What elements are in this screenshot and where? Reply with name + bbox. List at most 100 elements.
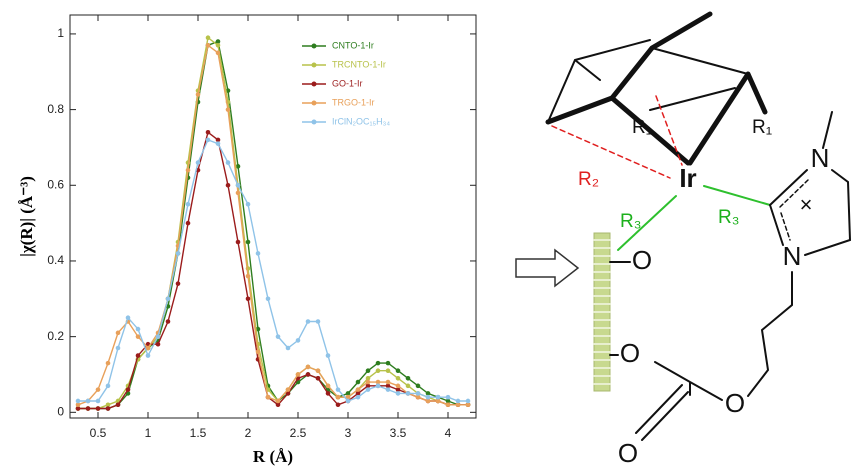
point [236, 183, 241, 188]
point [116, 331, 121, 336]
point [116, 402, 121, 407]
legend-marker [312, 82, 317, 87]
point [216, 43, 221, 48]
point [326, 391, 331, 396]
point [206, 138, 211, 143]
point [406, 391, 411, 396]
point [196, 92, 201, 97]
x-tick-label: 0.5 [90, 426, 107, 440]
point [96, 387, 101, 392]
series-line [78, 42, 468, 409]
point [336, 387, 341, 392]
point [286, 387, 291, 392]
chart: 00.20.40.60.810.511.522.533.54R (Å)|χ(R)… [17, 15, 476, 466]
y-tick-label: 0.2 [47, 329, 64, 343]
point [416, 391, 421, 396]
point [366, 380, 371, 385]
y-tick-label: 0.4 [47, 253, 64, 267]
interaction [552, 96, 682, 178]
y-tick-label: 0 [57, 404, 64, 418]
point [316, 368, 321, 373]
diagram: Ir N N × O O O O R₁ R₁ R₂ R₃ R₃ [516, 14, 850, 468]
point [306, 372, 311, 377]
point [86, 406, 91, 411]
point [266, 395, 271, 400]
legend-label: TRGO-1-Ir [332, 97, 375, 107]
atom: O [632, 245, 652, 275]
atom: O [725, 388, 745, 418]
legend-label: IrClN₂OC₁₅H₃₄ [332, 116, 390, 126]
point [226, 107, 231, 112]
y-tick-label: 1 [57, 26, 64, 40]
distance-label: R₂ [578, 169, 599, 190]
y-axis-label: |χ(R)| (Å⁻³) [17, 176, 36, 257]
point [266, 297, 271, 302]
point [96, 399, 101, 404]
distance-label: R₃ [718, 207, 739, 228]
x-tick-label: 2 [245, 426, 252, 440]
x-tick-label: 3 [345, 426, 352, 440]
point [376, 368, 381, 373]
series-line [78, 45, 468, 405]
point [336, 402, 341, 407]
point [396, 368, 401, 373]
point [356, 395, 361, 400]
legend-marker [312, 63, 317, 68]
legend-label: TRCNTO-1-Ir [332, 59, 386, 69]
point [386, 380, 391, 385]
point [246, 240, 251, 245]
point [186, 221, 191, 226]
x-tick-label: 3.5 [390, 426, 407, 440]
point [76, 399, 81, 404]
point [276, 334, 281, 339]
point [186, 168, 191, 173]
distance-label: R₁ [752, 117, 772, 138]
point [376, 361, 381, 366]
point [126, 315, 131, 320]
point [206, 130, 211, 135]
point [326, 384, 331, 389]
x-tick-label: 1.5 [190, 426, 207, 440]
point [406, 384, 411, 389]
point [346, 399, 351, 404]
point [376, 384, 381, 389]
point [386, 361, 391, 366]
point [446, 402, 451, 407]
point [386, 387, 391, 392]
point [356, 387, 361, 392]
point [146, 353, 151, 358]
atom: N [783, 241, 802, 271]
atom: O [620, 338, 640, 368]
point [316, 376, 321, 381]
bond [770, 112, 850, 255]
point [256, 349, 261, 354]
series-line [78, 132, 468, 408]
point [206, 43, 211, 48]
point [96, 406, 101, 411]
point [156, 342, 161, 347]
point [366, 368, 371, 373]
point [256, 251, 261, 256]
figure: 00.20.40.60.810.511.522.533.54R (Å)|χ(R)… [0, 0, 851, 471]
point [236, 191, 241, 196]
atom: O [618, 438, 638, 468]
point [116, 346, 121, 351]
arrow [516, 250, 578, 286]
x-tick-label: 4 [445, 426, 452, 440]
distance-label: R₁ [632, 117, 652, 138]
x-tick-label: 1 [145, 426, 152, 440]
point [226, 160, 231, 165]
series-line [78, 38, 468, 409]
point [246, 274, 251, 279]
point [206, 35, 211, 40]
point [236, 240, 241, 245]
point [396, 384, 401, 389]
point [166, 297, 171, 302]
atom: N [811, 143, 830, 173]
legend-label: CNTO-1-Ir [332, 40, 374, 50]
point [436, 395, 441, 400]
point [446, 395, 451, 400]
point [306, 365, 311, 370]
point [306, 319, 311, 324]
point [156, 334, 161, 339]
